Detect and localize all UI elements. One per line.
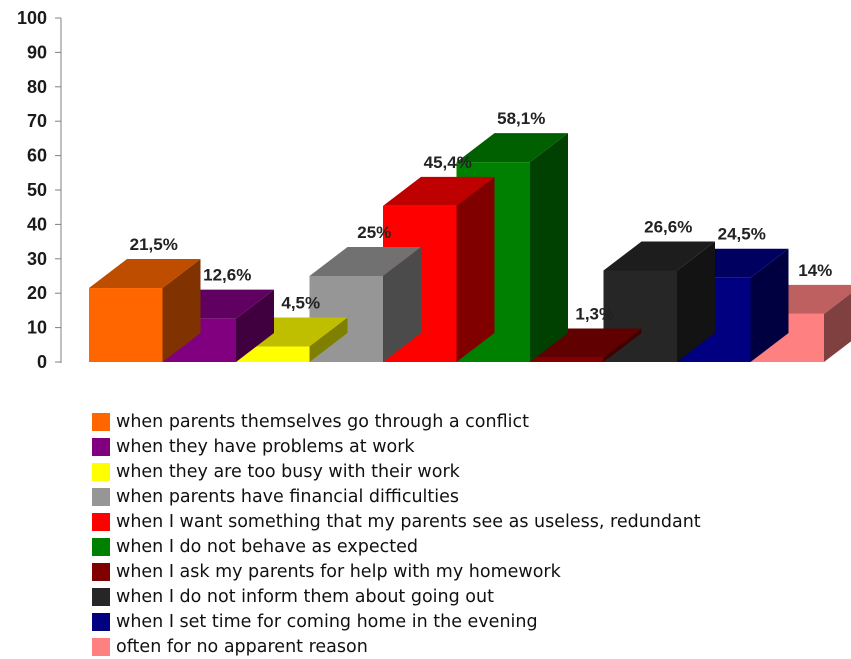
bar-side-face (457, 177, 495, 362)
data-label: 1,3% (575, 305, 614, 324)
data-label: 45,4% (424, 153, 472, 172)
data-label: 12,6% (203, 266, 251, 285)
bar-chart-plot: 0 10 20 30 40 50 60 70 80 90 100 21,5% 12,6% 4,5% 25%… (0, 0, 851, 400)
legend-item: when I set time for coming home in the e… (92, 609, 701, 634)
bar-front-face (89, 288, 163, 362)
legend-item: when they are too busy with their work (92, 459, 701, 484)
legend-label: when they are too busy with their work (116, 462, 460, 482)
legend-swatch (92, 488, 110, 506)
legend-label: when I set time for coming home in the e… (116, 612, 538, 632)
data-label: 26,6% (644, 217, 692, 236)
y-tick-label: 90 (27, 42, 47, 62)
data-label: 21,5% (130, 235, 178, 254)
legend-swatch (92, 463, 110, 481)
legend-swatch (92, 638, 110, 656)
legend-label: when parents have financial difficulties (116, 487, 459, 507)
legend-item: when I do not inform them about going ou… (92, 584, 701, 609)
data-label: 14% (798, 261, 832, 280)
y-tick-label: 30 (27, 249, 47, 269)
legend-item: when I want something that my parents se… (92, 509, 701, 534)
legend-label: when I do not inform them about going ou… (116, 587, 494, 607)
y-tick-label: 40 (27, 214, 47, 234)
y-tick-label: 70 (27, 111, 47, 131)
legend-item: often for no apparent reason (92, 634, 701, 659)
y-tick-label: 100 (17, 8, 47, 28)
legend-item: when I ask my parents for help with my h… (92, 559, 701, 584)
legend-item: when they have problems at work (92, 434, 701, 459)
legend-label: when I ask my parents for help with my h… (116, 562, 561, 582)
legend: when parents themselves go through a con… (92, 409, 701, 659)
legend-swatch (92, 588, 110, 606)
legend-swatch (92, 538, 110, 556)
legend-swatch (92, 513, 110, 531)
data-label: 4,5% (281, 294, 320, 313)
bar-front-face (530, 358, 604, 362)
y-tick-label: 20 (27, 283, 47, 303)
legend-label: when I want something that my parents se… (116, 512, 701, 532)
y-axis-ticks: 0 10 20 30 40 50 60 70 80 90 100 (17, 8, 61, 372)
bar-side-face (530, 133, 568, 362)
data-label: 24,5% (718, 225, 766, 244)
y-tick-label: 0 (37, 352, 47, 372)
legend-swatch (92, 413, 110, 431)
y-tick-label: 80 (27, 77, 47, 97)
y-tick-label: 10 (27, 318, 47, 338)
legend-swatch (92, 563, 110, 581)
legend-item: when I do not behave as expected (92, 534, 701, 559)
y-tick-label: 60 (27, 146, 47, 166)
legend-label: when they have problems at work (116, 437, 415, 457)
data-label: 58,1% (497, 109, 545, 128)
legend-swatch (92, 613, 110, 631)
legend-label: when parents themselves go through a con… (116, 412, 529, 432)
data-label: 25% (357, 223, 391, 242)
legend-swatch (92, 438, 110, 456)
legend-label: when I do not behave as expected (116, 537, 418, 557)
legend-item: when parents have financial difficulties (92, 484, 701, 509)
legend-label: often for no apparent reason (116, 637, 368, 657)
legend-item: when parents themselves go through a con… (92, 409, 701, 434)
y-tick-label: 50 (27, 180, 47, 200)
